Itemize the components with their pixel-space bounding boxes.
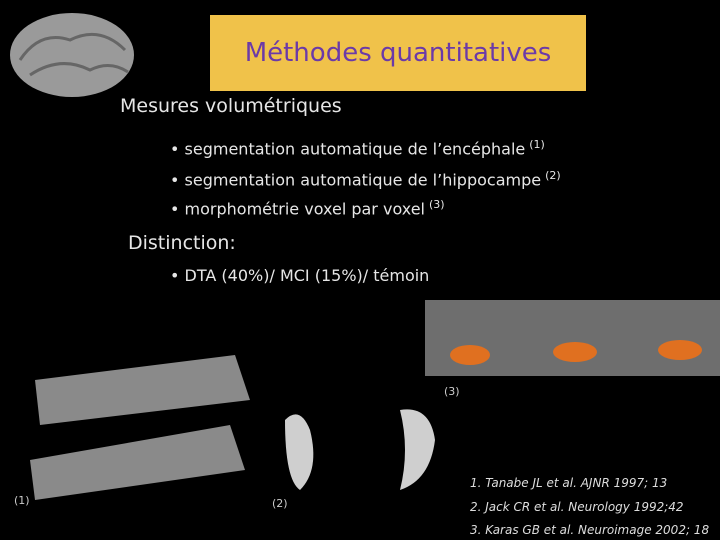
hippocampus-image xyxy=(285,414,314,490)
hippocampus-image xyxy=(400,409,435,490)
ref-mark: (2) xyxy=(545,169,561,182)
brain-folds xyxy=(18,32,129,77)
title: Méthodes quantitatives xyxy=(244,38,552,68)
ref-mark: (3) xyxy=(429,198,445,211)
bullet: • segmentation automatique de l’encéphal… xyxy=(170,138,545,159)
bullet-text: DTA (40%)/ MCI (15%)/ témoin xyxy=(184,266,430,285)
title-box: Méthodes quantitatives xyxy=(210,15,586,91)
figure-label: (3) xyxy=(444,385,460,398)
bullet: • DTA (40%)/ MCI (15%)/ témoin xyxy=(170,266,430,285)
reference: 1. Tanabe JL et al. AJNR 1997; 13 xyxy=(470,476,668,490)
brain-image xyxy=(10,13,134,97)
reference: 3. Karas GB et al. Neuroimage 2002; 18 xyxy=(470,523,710,537)
vbm-activation xyxy=(450,345,490,365)
figure-label: (2) xyxy=(272,497,288,510)
reference: 2. Jack CR et al. Neurology 1992;42 xyxy=(470,500,684,514)
mri-slices xyxy=(30,425,245,500)
bullet: • segmentation automatique de l’hippocam… xyxy=(170,169,561,190)
vbm-activation xyxy=(553,342,597,362)
section-heading: Mesures volumétriques xyxy=(120,95,342,117)
bullet: • morphométrie voxel par voxel (3) xyxy=(170,198,445,219)
bullet-text: morphométrie voxel par voxel xyxy=(184,199,425,219)
bullet-text: segmentation automatique de l’encéphale xyxy=(184,139,526,159)
bullet-text: segmentation automatique de l’hippocampe xyxy=(184,170,542,190)
figure-label: (1) xyxy=(14,494,30,507)
vbm-activation xyxy=(658,340,702,360)
mri-slices xyxy=(35,355,250,425)
section-heading: Distinction: xyxy=(128,232,236,254)
ref-mark: (1) xyxy=(529,138,545,151)
